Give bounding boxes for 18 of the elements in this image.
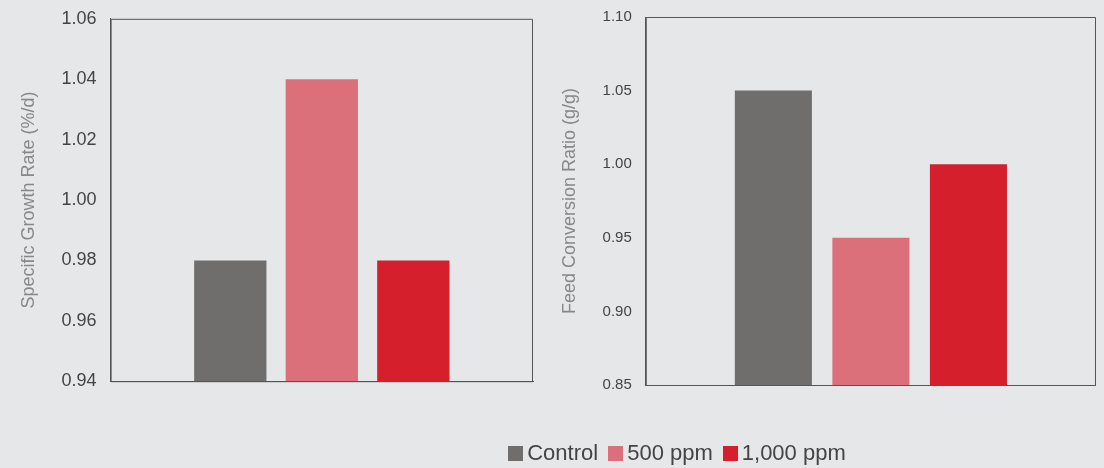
y-tick-label: 1.00 (61, 188, 97, 209)
y-tick-label: 1.06 (61, 7, 97, 28)
legend-label: Control (527, 440, 599, 466)
y-tick-label: 1.05 (602, 80, 632, 98)
y-tick-label: 1.10 (602, 7, 632, 25)
y-axis-title: Specific Growth Rate (%/d) (17, 91, 38, 309)
y-tick-label: 1.02 (61, 128, 97, 149)
y-tick-label: 0.94 (61, 370, 97, 391)
legend-label: 1,000 ppm (741, 440, 846, 466)
y-tick-label: 0.96 (61, 309, 97, 330)
y-tick-label: 0.85 (602, 375, 632, 393)
y-tick-label: 0.98 (61, 249, 97, 270)
y-tick-label: 1.00 (602, 154, 632, 172)
y-axis-title: Feed Conversion Ratio (g/g) (558, 87, 579, 315)
legend-label: 500 ppm (627, 440, 713, 466)
y-tick-label: 1.04 (61, 68, 97, 89)
y-tick-label: 0.95 (602, 227, 632, 245)
y-tick-label: 0.90 (602, 301, 632, 319)
